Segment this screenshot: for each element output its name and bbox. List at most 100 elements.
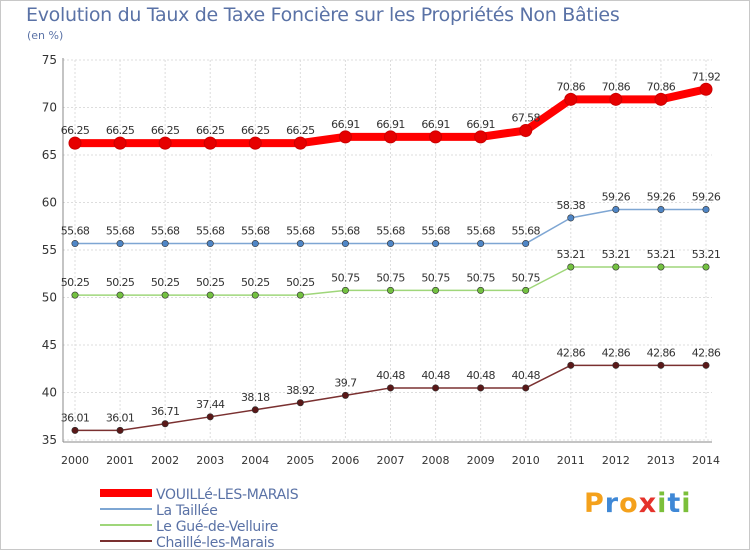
data-label: 66.91 (421, 118, 450, 131)
data-point (567, 361, 575, 369)
x-tick-label: 2013 (647, 454, 675, 467)
data-point (699, 82, 713, 96)
data-point (432, 286, 440, 294)
data-point (657, 263, 665, 271)
data-label: 50.25 (196, 276, 225, 289)
y-tick-label: 65 (42, 148, 57, 162)
data-label: 55.68 (241, 225, 270, 238)
data-label: 50.75 (421, 271, 450, 284)
data-label: 50.25 (106, 276, 135, 289)
y-tick-label: 75 (42, 53, 57, 67)
data-point (429, 130, 443, 144)
data-point (296, 399, 304, 407)
data-label: 40.48 (466, 369, 495, 382)
data-label: 50.75 (376, 271, 405, 284)
data-label: 59.26 (602, 191, 631, 204)
x-tick-label: 2003 (196, 454, 224, 467)
data-label: 50.75 (466, 271, 495, 284)
data-label: 66.25 (241, 124, 270, 137)
data-point (158, 136, 172, 150)
data-point (474, 130, 488, 144)
data-point (654, 92, 668, 106)
chart-title: Evolution du Taux de Taxe Foncière sur l… (26, 4, 620, 26)
data-point (386, 240, 394, 248)
data-point (702, 263, 710, 271)
logo-letter: x (638, 488, 658, 519)
data-label: 36.71 (151, 405, 180, 418)
data-label: 36.01 (106, 411, 135, 424)
data-point (657, 206, 665, 214)
data-point (522, 286, 530, 294)
legend-label: La Taillée (156, 503, 218, 519)
data-point (567, 214, 575, 222)
data-point (702, 361, 710, 369)
data-point (206, 240, 214, 248)
data-point (71, 240, 79, 248)
data-label: 66.25 (151, 124, 180, 137)
chart-subtitle: (en %) (27, 29, 64, 42)
data-label: 55.68 (511, 225, 540, 238)
data-label: 53.21 (647, 248, 676, 261)
data-label: 55.68 (61, 225, 90, 238)
data-label: 67.58 (511, 111, 540, 124)
data-point (68, 136, 82, 150)
data-point (386, 384, 394, 392)
data-label: 59.26 (692, 191, 721, 204)
data-point (296, 291, 304, 299)
data-point (567, 263, 575, 271)
data-label: 42.86 (647, 346, 676, 359)
data-label: 55.68 (151, 225, 180, 238)
x-tick-label: 2004 (241, 454, 269, 467)
data-label: 40.48 (376, 369, 405, 382)
x-tick-label: 2002 (151, 454, 179, 467)
data-label: 55.68 (286, 225, 315, 238)
data-point (522, 384, 530, 392)
data-label: 42.86 (602, 346, 631, 359)
data-label: 38.18 (241, 391, 270, 404)
data-point (203, 136, 217, 150)
x-tick-label: 2001 (106, 454, 134, 467)
data-point (477, 286, 485, 294)
x-tick-label: 2010 (512, 454, 540, 467)
data-label: 50.25 (286, 276, 315, 289)
data-point (71, 291, 79, 299)
data-label: 40.48 (421, 369, 450, 382)
data-point (116, 426, 124, 434)
data-point (477, 240, 485, 248)
x-tick-label: 2008 (422, 454, 450, 467)
legend-label: Chaillé-les-Marais (156, 535, 274, 550)
data-label: 53.21 (602, 248, 631, 261)
data-point (296, 240, 304, 248)
data-label: 55.68 (421, 225, 450, 238)
data-label: 55.68 (106, 225, 135, 238)
data-point (702, 206, 710, 214)
logo-letter: i (657, 488, 668, 519)
data-point (432, 384, 440, 392)
x-tick-label: 2007 (377, 454, 405, 467)
data-point (612, 263, 620, 271)
y-tick-label: 35 (42, 433, 57, 447)
data-label: 39.7 (334, 376, 357, 389)
data-label: 66.91 (376, 118, 405, 131)
x-tick-label: 2005 (286, 454, 314, 467)
y-tick-label: 60 (42, 196, 57, 210)
data-point (341, 286, 349, 294)
logo-letter: i (681, 488, 692, 519)
data-label: 66.91 (331, 118, 360, 131)
data-point (519, 123, 533, 137)
data-label: 66.25 (61, 124, 90, 137)
data-label: 38.92 (286, 384, 315, 397)
y-tick-label: 40 (42, 386, 57, 400)
data-label: 66.25 (196, 124, 225, 137)
x-tick-label: 2011 (557, 454, 585, 467)
x-tick-label: 2009 (467, 454, 495, 467)
data-label: 53.21 (692, 248, 721, 261)
logo-letter: P (584, 488, 605, 519)
data-label: 70.86 (647, 80, 676, 93)
data-label: 36.01 (61, 411, 90, 424)
data-label: 50.25 (61, 276, 90, 289)
proxiti-logo: Proxiti (584, 488, 692, 519)
data-point (116, 291, 124, 299)
